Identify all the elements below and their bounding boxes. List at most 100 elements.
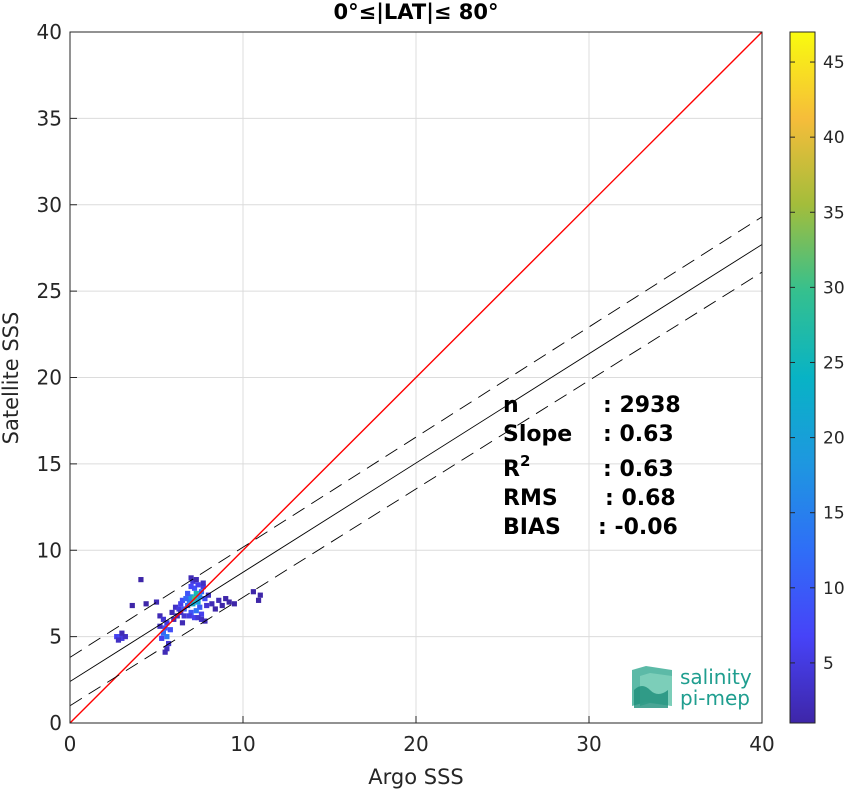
density-cell xyxy=(159,635,165,641)
density-cell xyxy=(257,592,263,598)
colorbar xyxy=(789,31,816,724)
plot-frame xyxy=(69,31,763,724)
salinity-pi-mep-logo: salinity pi-mep xyxy=(632,665,752,710)
x-tick-label: 10 xyxy=(230,732,255,756)
y-tick-label: 0 xyxy=(49,711,62,735)
density-cell xyxy=(193,577,199,583)
density-cell xyxy=(250,589,256,595)
stat-label: Slope xyxy=(503,422,572,447)
y-tick-label: 30 xyxy=(37,193,62,217)
colorbar-tick-label: 15 xyxy=(823,504,845,524)
density-cell xyxy=(176,606,182,612)
density-cell xyxy=(212,606,218,612)
density-cell xyxy=(205,592,211,598)
density-cell xyxy=(188,575,194,581)
y-tick-label: 20 xyxy=(37,366,62,390)
density-cell xyxy=(179,620,186,626)
density-cell xyxy=(122,634,128,640)
colorbar-tick-label: 35 xyxy=(823,203,845,223)
density-cell xyxy=(157,623,163,629)
density-cell xyxy=(129,602,135,609)
colorbar-tick-label: 30 xyxy=(823,278,845,298)
density-cell xyxy=(198,616,205,622)
density-cell xyxy=(200,580,206,586)
density-cell xyxy=(200,583,206,590)
density-cell xyxy=(179,597,186,603)
y-tick-label: 40 xyxy=(37,20,62,44)
fit-line xyxy=(70,244,762,682)
density-cell xyxy=(157,613,163,619)
stat-label: BIAS xyxy=(503,515,561,540)
density-cell xyxy=(169,609,175,616)
density-cell xyxy=(219,602,225,609)
density-cell xyxy=(186,597,192,603)
colorbar-tick-label: 45 xyxy=(823,53,845,73)
density-cell xyxy=(193,608,199,614)
x-tick-label: 20 xyxy=(403,732,428,756)
density-cell xyxy=(190,578,196,584)
density-cell xyxy=(223,596,229,602)
density-cell xyxy=(164,634,170,640)
density-cell xyxy=(160,616,167,622)
fit-upper-line xyxy=(70,216,762,658)
density-cell xyxy=(186,613,192,619)
y-tick-labels: 0 5 10 15 20 25 30 35 40 xyxy=(37,20,62,735)
density-cell xyxy=(181,613,187,619)
stat-value: : 0.68 xyxy=(605,486,676,511)
density-cell xyxy=(188,594,194,600)
density-cell xyxy=(119,635,125,641)
statistics-box: n: 2938 Slope: 0.63 R2: 0.63 RMS: 0.68 BIAS:… xyxy=(503,393,681,540)
density-cell xyxy=(164,620,170,626)
density-cell xyxy=(193,590,199,597)
colorbar-tick-label: 25 xyxy=(823,353,845,373)
stat-value: : 2938 xyxy=(603,393,681,418)
x-tick-label: 40 xyxy=(749,732,774,756)
density-cell xyxy=(191,615,198,621)
density-cell xyxy=(209,601,215,607)
stat-value: : 0.63 xyxy=(603,457,674,482)
x-axis-label: Argo SSS xyxy=(368,765,463,789)
logo-text-salinity: salinity xyxy=(680,665,752,689)
density-cell xyxy=(183,596,189,602)
density-cell xyxy=(185,590,191,597)
density-cell xyxy=(216,597,222,603)
x-tick-labels: 0 10 20 30 40 xyxy=(64,732,775,756)
density-cell xyxy=(119,630,125,636)
stat-label: n xyxy=(503,393,519,418)
density-cell xyxy=(197,604,203,610)
y-tick-label: 35 xyxy=(37,106,62,130)
density-cell xyxy=(172,604,179,610)
colorbar-tick-label: 40 xyxy=(823,128,845,148)
fit-lower-line xyxy=(70,271,762,707)
density-cell xyxy=(143,601,149,607)
colorbar-tick-label: 10 xyxy=(823,579,845,599)
density-cell xyxy=(178,601,184,607)
density-cell xyxy=(153,599,160,605)
density-cell xyxy=(164,646,170,652)
density-cell xyxy=(114,634,120,640)
density-cell xyxy=(188,583,194,590)
density-cell xyxy=(255,597,262,603)
density-cell xyxy=(198,611,205,617)
y-tick-label: 25 xyxy=(37,279,62,303)
density-cell xyxy=(188,609,194,616)
y-tick-label: 5 xyxy=(49,625,62,649)
colorbar-tick-label: 5 xyxy=(823,654,834,674)
density-cell xyxy=(204,602,210,609)
x-tick-label: 0 xyxy=(64,732,77,756)
density-cell xyxy=(162,649,168,655)
logo-text-pi-mep: pi-mep xyxy=(680,686,750,710)
stat-value: : 0.63 xyxy=(603,422,674,447)
density-cell xyxy=(191,585,198,591)
y-axis-label: Satellite SSS xyxy=(0,312,23,445)
density-cell xyxy=(202,596,208,602)
y-tick-label: 15 xyxy=(37,452,62,476)
density-cell xyxy=(197,594,203,600)
identity-line xyxy=(70,32,762,723)
density-cell xyxy=(138,577,144,583)
density-cell xyxy=(195,615,201,621)
density-cell xyxy=(167,627,173,633)
stat-label: R2 xyxy=(503,452,530,482)
density-cell xyxy=(195,582,201,588)
